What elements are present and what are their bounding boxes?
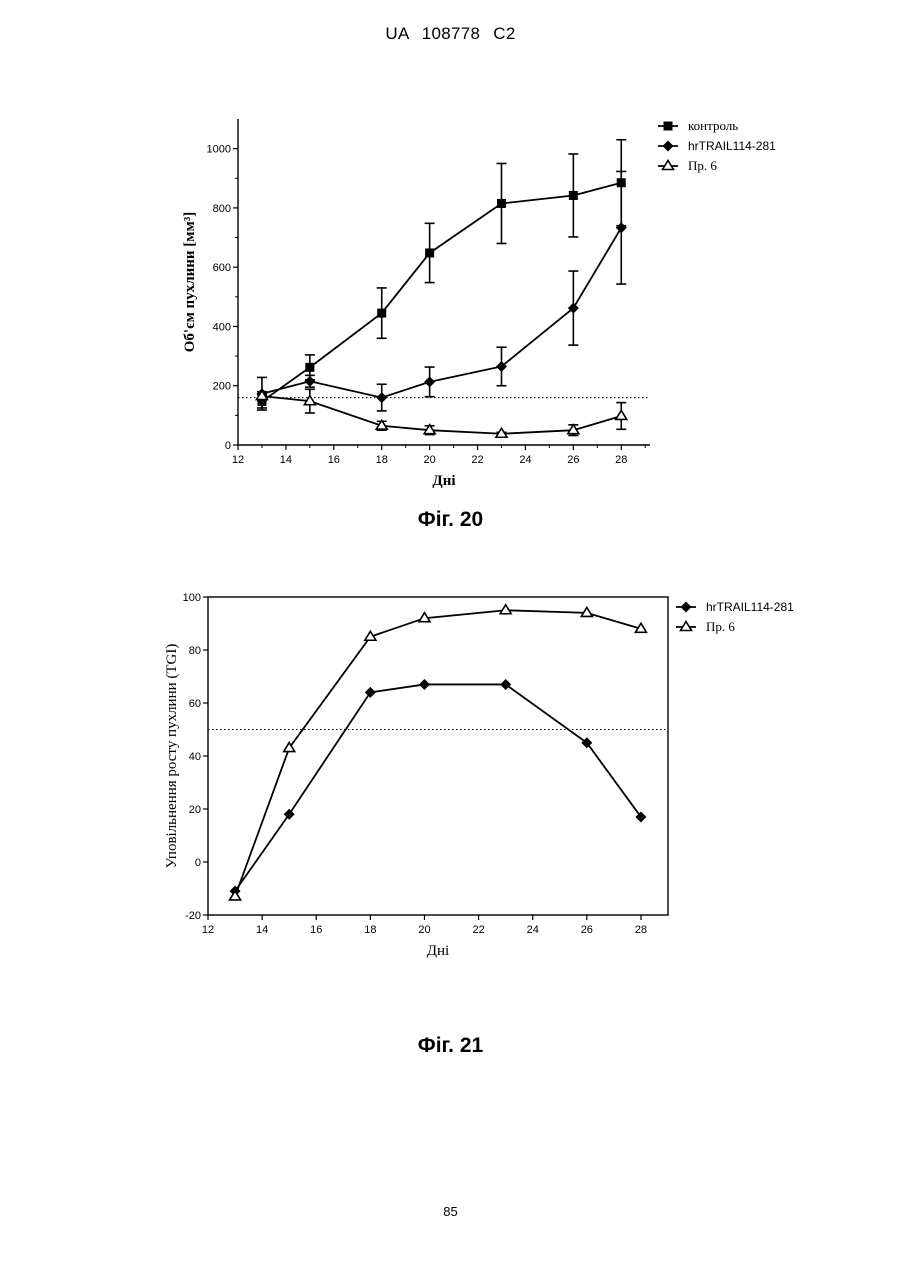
- legend-label: hrTRAIL114-281: [706, 600, 794, 614]
- y-tick-label: 0: [195, 857, 201, 869]
- tgi-chart: 12 14 16 18 20 22 24 26 28 -20 0 20 40 60 80 100 Дні Упов…: [0, 0, 901, 1000]
- data-point: [500, 605, 511, 614]
- x-tick-label: 26: [581, 924, 593, 936]
- y-tick-label: 80: [189, 645, 201, 657]
- x-axis-title: Дні: [427, 943, 449, 959]
- y-tick-label: -20: [185, 910, 201, 922]
- series-triangle: [230, 605, 647, 900]
- series-line: [235, 610, 641, 896]
- x-tick-label: 24: [527, 924, 539, 936]
- legend-marker: [681, 622, 692, 631]
- series-line: [235, 684, 641, 891]
- x-tick-label: 16: [310, 924, 322, 936]
- x-tick-label: 18: [364, 924, 376, 936]
- series-diamond: [230, 679, 647, 897]
- x-tick-label: 14: [256, 924, 268, 936]
- x-tick-label: 20: [418, 924, 430, 936]
- y-tick-label: 40: [189, 751, 201, 763]
- legend-marker: [681, 602, 692, 613]
- figure-21-caption: Фіг. 21: [0, 1034, 901, 1058]
- page-number: 85: [0, 1204, 901, 1219]
- y-tick-label: 20: [189, 804, 201, 816]
- data-point: [365, 687, 376, 698]
- x-tick-label: 12: [202, 924, 214, 936]
- x-tick-label: 28: [635, 924, 647, 936]
- data-point: [419, 679, 430, 690]
- y-tick-label: 100: [183, 592, 201, 604]
- x-tick-label: 22: [472, 924, 484, 936]
- y-tick-label: 60: [189, 698, 201, 710]
- y-axis-title: Уповільнення росту пухлини (TGI): [164, 644, 180, 869]
- plot-frame: [208, 597, 668, 915]
- legend-label: Пр. 6: [706, 619, 735, 634]
- data-point: [284, 809, 295, 820]
